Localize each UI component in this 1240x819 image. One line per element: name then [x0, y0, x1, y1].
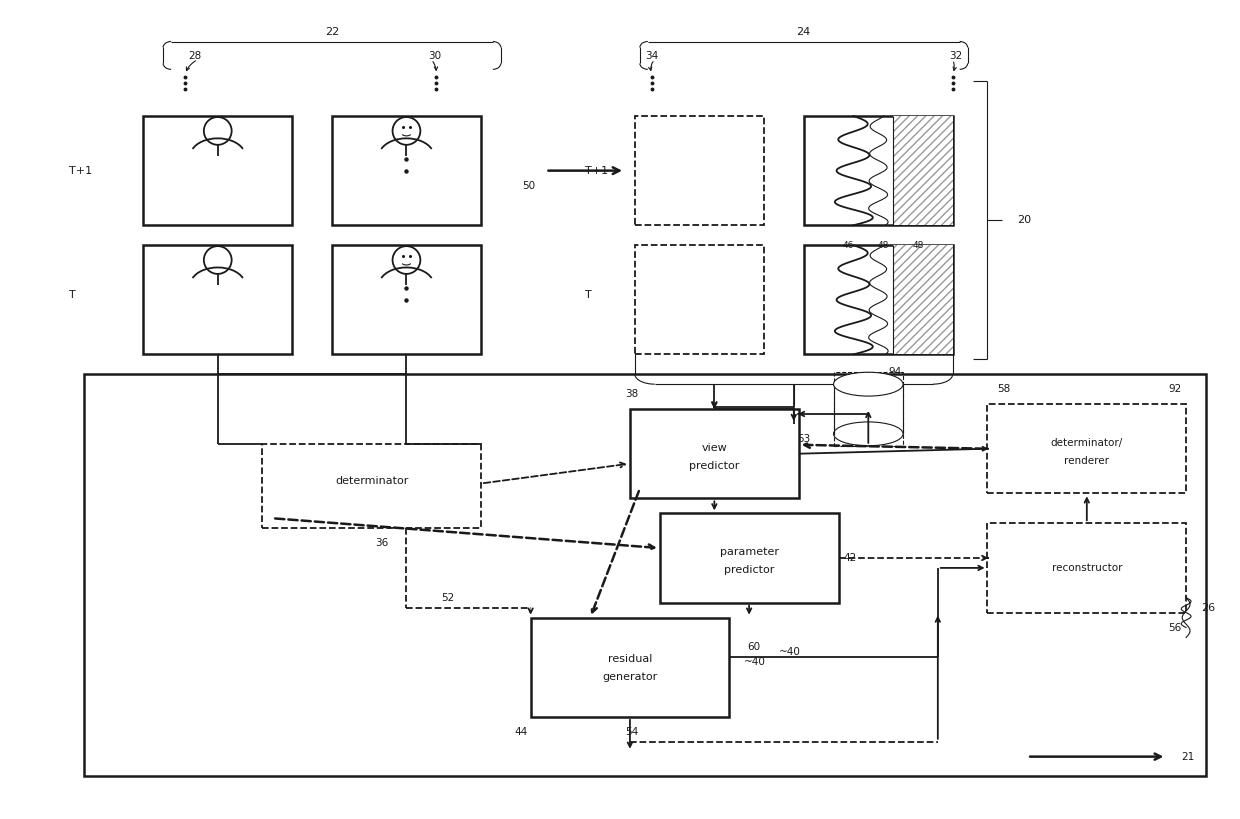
Bar	[531, 618, 729, 717]
Bar	[804, 245, 952, 355]
Text: 28: 28	[188, 52, 201, 61]
Bar	[630, 409, 799, 499]
Bar	[263, 444, 481, 528]
Bar	[660, 514, 838, 603]
Bar	[804, 116, 952, 225]
Text: ~40: ~40	[744, 658, 766, 667]
Text: 56: 56	[1168, 622, 1182, 632]
Text: 50: 50	[522, 180, 536, 191]
Text: 48: 48	[878, 241, 889, 250]
Text: 38: 38	[625, 389, 639, 399]
Text: 60: 60	[748, 642, 760, 653]
Text: 30: 30	[428, 52, 441, 61]
Text: 44: 44	[515, 726, 527, 737]
Text: view: view	[702, 443, 727, 453]
Bar	[987, 523, 1187, 613]
Bar	[332, 116, 481, 225]
Text: 21: 21	[1182, 752, 1194, 762]
Text: 24: 24	[796, 26, 811, 37]
Text: 58: 58	[997, 384, 1011, 394]
Text: T+1: T+1	[585, 165, 609, 175]
Bar	[893, 116, 952, 225]
Bar	[144, 245, 293, 355]
Text: T: T	[585, 290, 591, 300]
Bar	[833, 373, 903, 446]
Text: 32: 32	[950, 52, 962, 61]
Text: determinator/: determinator/	[1050, 438, 1123, 448]
Bar	[635, 245, 764, 355]
Text: generator: generator	[603, 672, 657, 682]
Text: 94: 94	[888, 367, 901, 378]
Text: predictor: predictor	[689, 460, 739, 471]
Bar	[332, 245, 481, 355]
Text: renderer: renderer	[1064, 455, 1110, 466]
Text: 53: 53	[797, 434, 811, 444]
Text: 52: 52	[441, 593, 455, 603]
Text: determinator: determinator	[335, 476, 408, 486]
Ellipse shape	[833, 373, 903, 396]
Text: 36: 36	[374, 538, 388, 548]
Text: predictor: predictor	[724, 565, 774, 575]
Text: 26: 26	[1202, 603, 1215, 613]
Text: 48: 48	[913, 241, 924, 250]
Text: 22: 22	[325, 26, 339, 37]
Text: 54: 54	[625, 726, 639, 737]
Bar	[83, 374, 1207, 776]
Text: 92: 92	[1168, 384, 1182, 394]
Text: ~40: ~40	[779, 647, 801, 658]
Bar	[144, 116, 293, 225]
Text: 42: 42	[843, 553, 857, 563]
Text: residual: residual	[608, 654, 652, 664]
Bar	[635, 116, 764, 225]
Text: parameter: parameter	[719, 547, 779, 557]
Bar	[893, 245, 952, 355]
Text: T: T	[68, 290, 76, 300]
Bar	[987, 404, 1187, 493]
Text: 20: 20	[1017, 215, 1032, 225]
Text: 34: 34	[645, 52, 658, 61]
Text: T+1: T+1	[68, 165, 92, 175]
Text: reconstructor: reconstructor	[1052, 563, 1122, 573]
Text: 46: 46	[843, 241, 854, 250]
